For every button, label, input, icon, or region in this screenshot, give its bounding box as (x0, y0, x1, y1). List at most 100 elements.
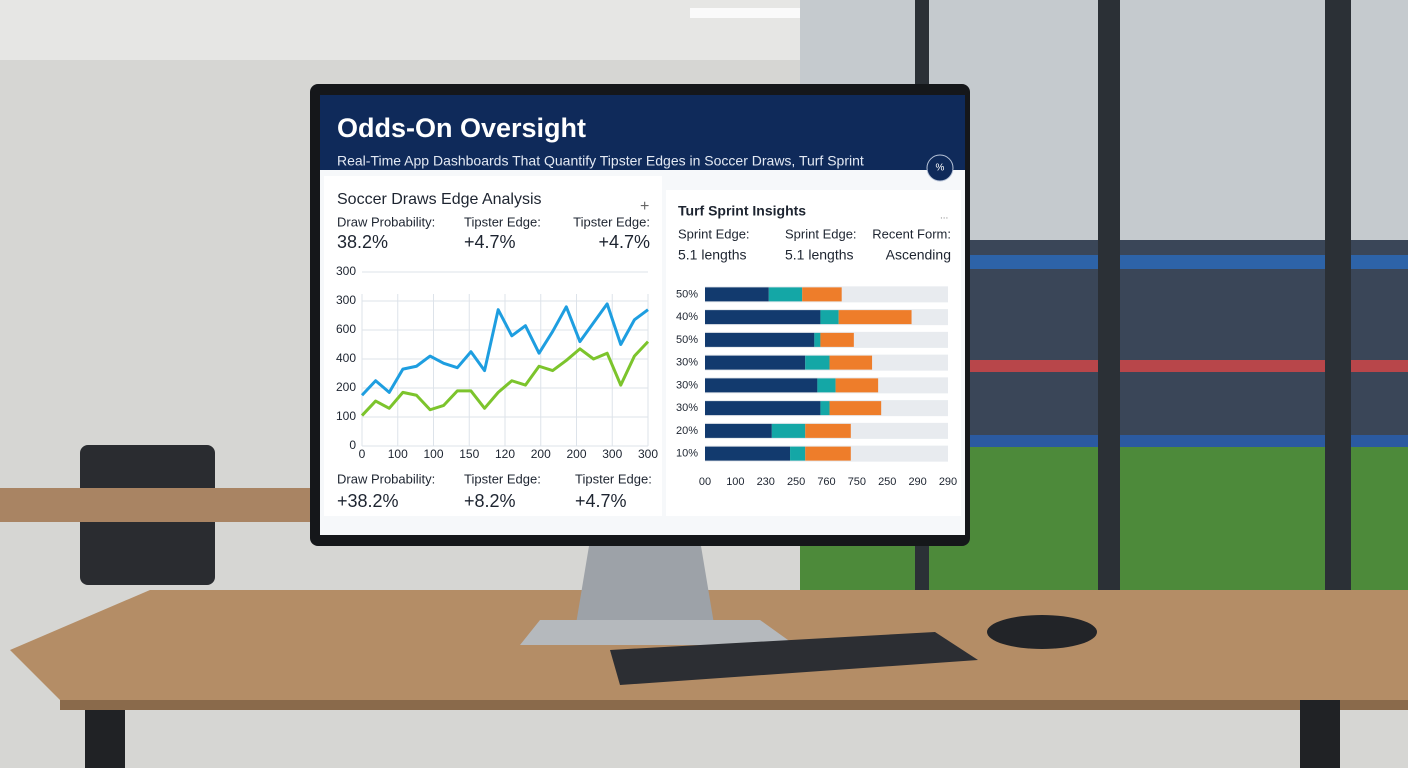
header-bar (320, 95, 965, 170)
bar-segment (771, 423, 806, 438)
row-label: 40% (676, 311, 698, 323)
turf-panel (666, 190, 961, 516)
stat-value: +4.7% (464, 232, 516, 252)
x-tick-label: 0 (359, 447, 366, 461)
x-tick-label: 100 (423, 447, 443, 461)
bar-segment (814, 332, 821, 347)
y-tick-label: 100 (336, 409, 356, 423)
badge-text[interactable]: % (936, 163, 945, 174)
bar-segment (805, 355, 830, 370)
x-tick-label: 200 (566, 447, 586, 461)
stat-label: Draw Probability: (337, 471, 435, 486)
stat-label: Sprint Edge: (785, 226, 857, 241)
y-tick-label: 400 (336, 351, 356, 365)
bar-segment (805, 446, 851, 461)
monitor-base (520, 620, 795, 645)
bar-segment (820, 401, 830, 416)
stat-label: Tipster Edge: (573, 214, 650, 229)
desk-edge (60, 700, 1408, 710)
window-frame (1325, 0, 1351, 640)
bar-segment (835, 378, 879, 393)
x-tick-label: 760 (817, 476, 835, 488)
bar-segment (768, 287, 803, 302)
back-table (0, 488, 310, 522)
badge[interactable] (926, 154, 954, 182)
bar-segment (705, 332, 815, 347)
stat-label: Tipster Edge: (464, 214, 541, 229)
stat-value: Ascending (886, 247, 951, 263)
row-label: 30% (676, 357, 698, 369)
bar-segment (705, 355, 806, 370)
stat-value: 38.2% (337, 232, 388, 252)
row-label: 30% (676, 379, 698, 391)
x-tick-label: 290 (908, 476, 926, 488)
x-tick-label: 290 (939, 476, 957, 488)
x-tick-label: 200 (531, 447, 551, 461)
x-tick-label: 100 (388, 447, 408, 461)
bar-segment (817, 378, 836, 393)
bar-segment (705, 423, 772, 438)
row-label: 10% (676, 448, 698, 460)
x-tick-label: 300 (638, 447, 658, 461)
monitor-stand (575, 540, 715, 630)
x-tick-label: 300 (602, 447, 622, 461)
bar-segment (820, 310, 839, 325)
bar-segment (805, 423, 851, 438)
add-icon[interactable]: + (640, 198, 649, 215)
x-tick-label: 150 (459, 447, 479, 461)
row-label: 50% (676, 334, 698, 346)
bar-segment (705, 310, 821, 325)
stat-value: +4.7% (598, 232, 650, 252)
x-tick-label: 750 (848, 476, 866, 488)
stat-value: 5.1 lengths (785, 247, 854, 263)
line-series (360, 302, 649, 397)
x-tick-label: 230 (757, 476, 775, 488)
bar-segment (705, 401, 821, 416)
desk-leg (1300, 700, 1340, 768)
stat-label: Tipster Edge: (464, 471, 541, 486)
bar-segment (829, 401, 882, 416)
row-label: 30% (676, 402, 698, 414)
stat-value: 5.1 lengths (678, 247, 747, 263)
y-tick-label: 600 (336, 322, 356, 336)
keyboard (610, 632, 978, 685)
stat-label: Sprint Edge: (678, 226, 750, 241)
line-series (360, 340, 650, 417)
bar-segment (705, 378, 818, 393)
y-tick-label: 200 (336, 380, 356, 394)
stat-value: +4.7% (575, 491, 627, 511)
menu-icon[interactable]: ... (940, 211, 948, 222)
panel-title: Soccer Draws Edge Analysis (337, 191, 542, 208)
bar-segment (820, 332, 854, 347)
x-tick-label: 100 (726, 476, 744, 488)
stat-value: +8.2% (464, 491, 516, 511)
app-title: Odds-On Oversight (337, 113, 586, 143)
y-tick-label: 0 (349, 438, 356, 452)
mouse (987, 615, 1097, 649)
bar-segment (838, 310, 912, 325)
stat-label: Recent Form: (872, 226, 951, 241)
app-subtitle: Real-Time App Dashboards That Quantify T… (337, 153, 864, 169)
panel-title: Turf Sprint Insights (678, 203, 806, 219)
bar-segment (790, 446, 806, 461)
y-tick-label: 300 (336, 293, 356, 307)
ceiling-light (690, 8, 810, 18)
stat-value: +38.2% (337, 491, 399, 511)
bar-segment (705, 446, 791, 461)
stat-label: Tipster Edge: (575, 471, 652, 486)
soccer-panel (324, 176, 662, 516)
x-tick-label: 00 (699, 476, 711, 488)
x-tick-label: 250 (787, 476, 805, 488)
bar-segment (705, 287, 769, 302)
x-tick-label: 120 (495, 447, 515, 461)
desk-leg (85, 710, 125, 768)
y-tick-label: 300 (336, 264, 356, 278)
bar-segment (829, 355, 873, 370)
bar-segment (802, 287, 842, 302)
ceiling (0, 0, 800, 60)
row-label: 50% (676, 288, 698, 300)
row-label: 20% (676, 425, 698, 437)
x-tick-label: 250 (878, 476, 896, 488)
window-frame (1098, 0, 1120, 640)
